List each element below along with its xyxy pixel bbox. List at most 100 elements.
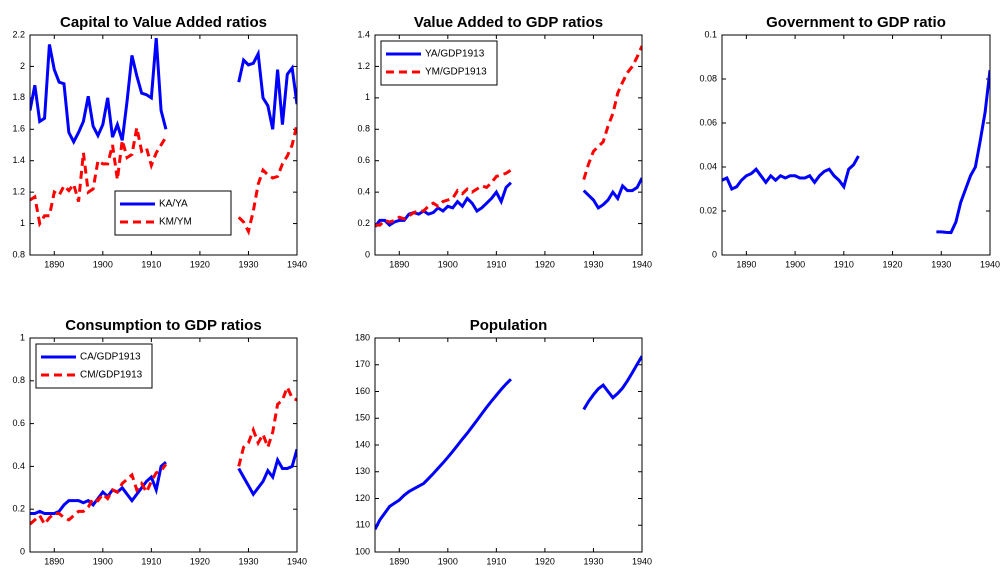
legend-label: YM/GDP1913 — [425, 67, 487, 78]
y-tick-label: 1.2 — [12, 187, 25, 197]
y-tick-label: 1.4 — [357, 29, 370, 39]
legend-box — [114, 190, 232, 236]
legend: YA/GDP1913 YM/GDP1913 — [380, 40, 498, 86]
x-tick-label: 1940 — [980, 259, 1000, 269]
series-line — [30, 383, 297, 527]
subplot: Value Added to GDP ratios 0 0.2 0.4 0.6 0.8 1 1… — [357, 14, 652, 269]
x-tick-label: 1890 — [736, 259, 756, 269]
y-tick-label: 0.8 — [12, 249, 25, 259]
y-tick-label: 2.2 — [12, 29, 25, 39]
legend-box — [380, 40, 498, 86]
y-tick-label: 0.6 — [12, 418, 25, 428]
series-line — [30, 448, 297, 515]
y-tick-label: 0.6 — [357, 155, 370, 165]
x-tick-label: 1940 — [632, 259, 652, 269]
y-tick-label: 0 — [712, 249, 717, 259]
chart-title: Government to GDP ratio — [766, 14, 946, 31]
series-line — [722, 70, 990, 235]
axes-box — [29, 337, 298, 553]
chart-title: Value Added to GDP ratios — [414, 14, 603, 31]
series-line — [375, 177, 642, 228]
y-tick-label: 170 — [355, 359, 370, 369]
x-tick-label: 1910 — [141, 259, 161, 269]
y-tick-label: 0.8 — [12, 375, 25, 385]
x-tick-label: 1940 — [287, 556, 307, 566]
y-tick-label: 0.2 — [12, 504, 25, 514]
y-tick-label: 1.4 — [12, 155, 25, 165]
x-tick-label: 1900 — [93, 556, 113, 566]
legend-label: YA/GDP1913 — [425, 49, 485, 60]
x-tick-label: 1930 — [238, 556, 258, 566]
chart-title: Capital to Value Added ratios — [60, 14, 267, 31]
subplot: Government to GDP ratio 0 0.02 0.04 0.06 0.08… — [699, 14, 1000, 269]
chart-title: Consumption to GDP ratios — [65, 317, 261, 334]
legend: CA/GDP1913 CM/GDP1913 — [35, 343, 153, 389]
y-tick-label: 0.2 — [357, 218, 370, 228]
axes-box — [721, 34, 991, 256]
axes-box — [374, 337, 643, 553]
x-tick-label: 1920 — [883, 259, 903, 269]
y-tick-label: 0.8 — [357, 124, 370, 134]
y-tick-label: 180 — [355, 332, 370, 342]
subplot: Population 100 110 120 130 140 150 160 170 180 189… — [355, 317, 652, 566]
y-tick-label: 160 — [355, 386, 370, 396]
x-tick-label: 1900 — [438, 259, 458, 269]
series-line — [30, 38, 297, 146]
x-tick-label: 1910 — [141, 556, 161, 566]
y-tick-label: 0.02 — [699, 205, 717, 215]
axes-box — [374, 34, 643, 256]
x-tick-label: 1930 — [583, 259, 603, 269]
series-line — [375, 355, 642, 530]
x-tick-label: 1890 — [389, 259, 409, 269]
y-tick-label: 1.6 — [12, 124, 25, 134]
y-tick-label: 100 — [355, 546, 370, 556]
x-tick-label: 1920 — [535, 556, 555, 566]
series-line — [375, 45, 642, 227]
y-tick-label: 150 — [355, 413, 370, 423]
y-tick-label: 0.4 — [357, 187, 370, 197]
x-tick-label: 1930 — [583, 556, 603, 566]
y-tick-label: 0 — [365, 249, 370, 259]
y-tick-label: 120 — [355, 493, 370, 503]
y-tick-label: 1 — [20, 332, 25, 342]
x-tick-label: 1940 — [632, 556, 652, 566]
y-tick-label: 1.8 — [12, 92, 25, 102]
x-tick-label: 1910 — [486, 556, 506, 566]
x-tick-label: 1930 — [931, 259, 951, 269]
subplot: Capital to Value Added ratios 0.8 1 1.2 1.4 1… — [12, 14, 307, 269]
legend-label: KM/YM — [159, 217, 192, 228]
legend: KA/YA KM/YM — [114, 190, 232, 236]
x-tick-label: 1900 — [785, 259, 805, 269]
y-tick-label: 0.08 — [699, 73, 717, 83]
y-tick-label: 1.2 — [357, 61, 370, 71]
x-tick-label: 1900 — [438, 556, 458, 566]
y-tick-label: 140 — [355, 439, 370, 449]
legend-label: CA/GDP1913 — [80, 352, 141, 363]
y-tick-label: 1 — [365, 92, 370, 102]
series-line — [30, 124, 297, 236]
y-tick-label: 0.06 — [699, 117, 717, 127]
subplot: Consumption to GDP ratios 0 0.2 0.4 0.6 0.8 1 1… — [12, 317, 307, 566]
x-tick-label: 1920 — [190, 259, 210, 269]
axes-box — [29, 34, 298, 256]
x-tick-label: 1920 — [535, 259, 555, 269]
x-tick-label: 1910 — [834, 259, 854, 269]
x-tick-label: 1930 — [238, 259, 258, 269]
legend-label: KA/YA — [159, 199, 188, 210]
x-tick-label: 1910 — [486, 259, 506, 269]
y-tick-label: 0.04 — [699, 161, 717, 171]
y-tick-label: 0.4 — [12, 461, 25, 471]
x-tick-label: 1890 — [44, 259, 64, 269]
x-tick-label: 1900 — [93, 259, 113, 269]
y-tick-label: 1 — [20, 218, 25, 228]
chart-title: Population — [470, 317, 548, 334]
x-tick-label: 1890 — [389, 556, 409, 566]
legend-box — [35, 343, 153, 389]
y-tick-label: 0.1 — [704, 29, 717, 39]
y-tick-label: 2 — [20, 61, 25, 71]
y-tick-label: 130 — [355, 466, 370, 476]
x-tick-label: 1890 — [44, 556, 64, 566]
y-tick-label: 0 — [20, 546, 25, 556]
legend-label: CM/GDP1913 — [80, 370, 143, 381]
